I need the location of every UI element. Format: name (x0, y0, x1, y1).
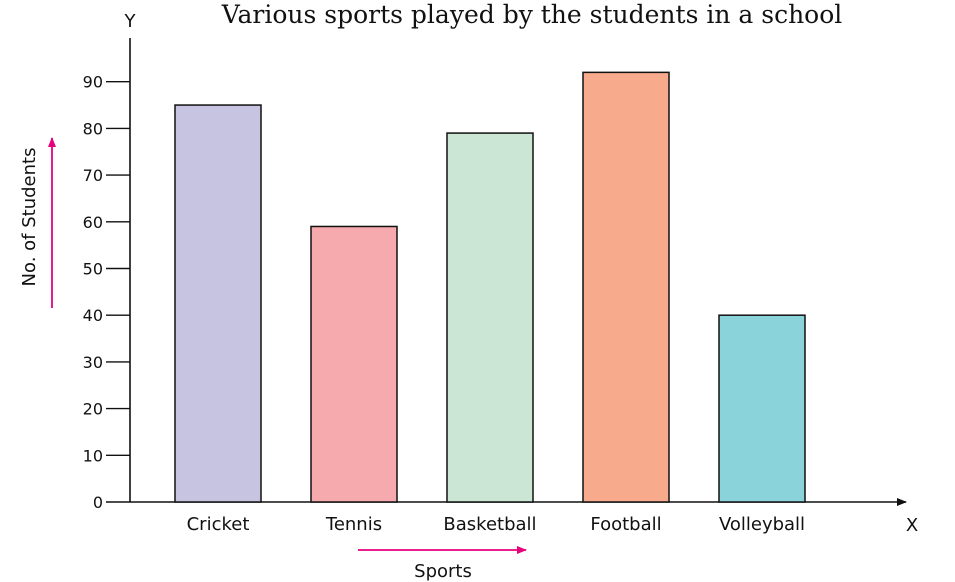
bar-basketball (446, 132, 534, 503)
bars (174, 71, 806, 503)
x-axis-label: Sports (414, 561, 472, 582)
x-axis-label-group: Sports (358, 546, 527, 582)
y-axis-label-group: No. of Students (19, 137, 56, 308)
y-tick-label: 60 (83, 213, 103, 232)
y-tick-label: 80 (83, 119, 103, 138)
y-tick-label: 90 (83, 73, 103, 92)
bar-volleyball (718, 314, 806, 503)
x-tick-label-tennis: Tennis (325, 514, 382, 535)
bar-tennis (310, 225, 398, 503)
y-axis-letter: Y (124, 11, 137, 32)
y-tick-label: 10 (83, 446, 103, 465)
y-tick-label: 70 (83, 166, 103, 185)
bar-cricket (174, 104, 262, 503)
x-axis-letter: X (906, 515, 918, 536)
x-tick-label-volleyball: Volleyball (719, 514, 805, 535)
bar-football (582, 71, 670, 503)
y-tick-label: 20 (83, 400, 103, 419)
x-tick-labels: Cricket Tennis Basketball Football Volleybal… (187, 514, 805, 535)
x-tick-label-basketball: Basketball (443, 514, 536, 535)
chart-title: Various sports played by the students in… (221, 0, 843, 29)
x-tick-label-football: Football (590, 514, 661, 535)
y-tick-label: 50 (83, 260, 103, 279)
y-axis-label: No. of Students (19, 148, 40, 287)
y-tick-label: 40 (83, 306, 103, 325)
y-ticks: 0 10 20 30 40 50 60 70 80 90 (83, 73, 130, 512)
y-tick-label: 0 (93, 493, 103, 512)
x-tick-label-cricket: Cricket (187, 514, 250, 535)
y-tick-label: 30 (83, 353, 103, 372)
